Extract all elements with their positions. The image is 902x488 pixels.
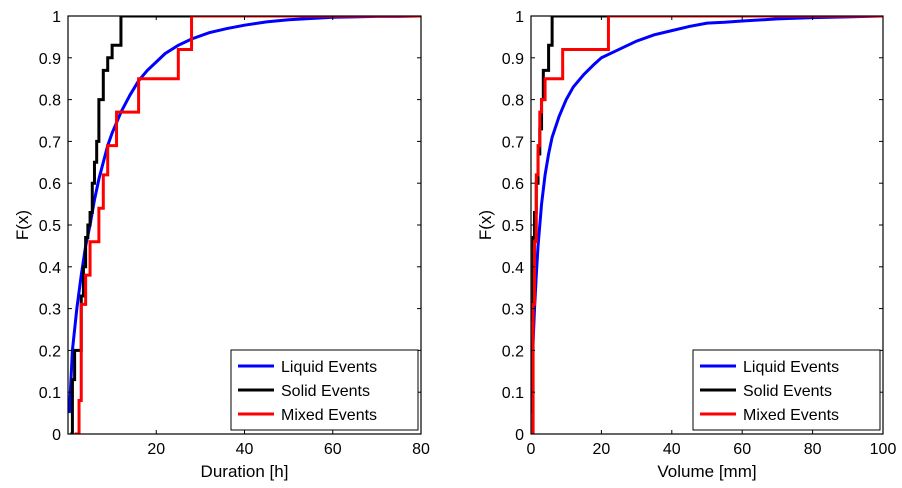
chart-1-x-tick-label: 80 [804,441,822,458]
chart-1-y-tick-label: 0.8 [502,93,524,110]
chart-1-y-tick-label: 0 [515,427,524,444]
chart-1-x-axis-label: Volume [mm] [657,462,756,481]
chart-0-y-tick-label: 0.3 [39,302,61,319]
chart-1-y-tick-label: 0.2 [502,343,524,360]
chart-0-y-tick-label: 0.6 [39,176,61,193]
chart-1-x-tick-label: 0 [527,441,536,458]
chart-0-legend-label-solid-events: Solid Events [281,383,370,400]
chart-0-y-tick-label: 0.8 [39,93,61,110]
chart-0-y-tick-label: 0.2 [39,343,61,360]
chart-1-y-tick-label: 0.1 [502,385,524,402]
chart-0-y-tick-label: 1 [52,9,61,26]
chart-0-x-tick-label: 40 [236,441,254,458]
chart-1-x-tick-label: 100 [870,441,897,458]
chart-1-y-tick-label: 0.7 [502,134,524,151]
chart-0-x-tick-label: 20 [147,441,165,458]
chart-1-y-axis-label: F(x) [476,210,495,240]
chart-1-y-tick-label: 1 [515,9,524,26]
chart-1-legend-label-liquid-events: Liquid Events [743,359,839,376]
chart-0-y-axis-label: F(x) [13,210,32,240]
chart-1-y-tick-label: 0.5 [502,218,524,235]
chart-1-y-tick-label: 0.6 [502,176,524,193]
chart-1-series-mixed-events-line [531,16,883,434]
chart-0-series-mixed-events-line [74,16,421,434]
chart-1-x-tick-label: 40 [663,441,681,458]
chart-1-y-tick-label: 0.9 [502,51,524,68]
duration-cdf-chart: 0 0.1 0.2 0.3 0.4 0.5 0.6 0.7 0.8 0.9 1 20 40 60 80 Dur… [13,9,430,481]
chart-1-y-tick-label: 0.4 [502,260,524,277]
chart-1-series-liquid-events-line [531,16,883,414]
chart-0-series-solid-events-line [70,16,421,434]
chart-1-legend-label-mixed-events: Mixed Events [743,407,839,424]
chart-0-y-tick-label: 0.7 [39,134,61,151]
chart-0-x-tick-label: 60 [324,441,342,458]
chart-0-legend-label-liquid-events: Liquid Events [281,359,377,376]
chart-1-y-tick-label: 0.3 [502,302,524,319]
chart-0-legend-label-mixed-events: Mixed Events [281,407,377,424]
chart-0-y-tick-label: 0.9 [39,51,61,68]
chart-0-x-tick-label: 80 [412,441,430,458]
chart-0-y-tick-label: 0.1 [39,385,61,402]
chart-0-y-tick-label: 0 [52,427,61,444]
volume-cdf-chart: 0 0.1 0.2 0.3 0.4 0.5 0.6 0.7 0.8 0.9 1 0 20 40 60 80 10… [476,9,896,481]
chart-1-x-tick-label: 20 [593,441,611,458]
chart-1-x-tick-label: 60 [733,441,751,458]
chart-0-y-tick-label: 0.4 [39,260,61,277]
chart-0-y-tick-label: 0.5 [39,218,61,235]
chart-0-x-axis-label: Duration [h] [201,462,289,481]
chart-1-legend-label-solid-events: Solid Events [743,383,832,400]
